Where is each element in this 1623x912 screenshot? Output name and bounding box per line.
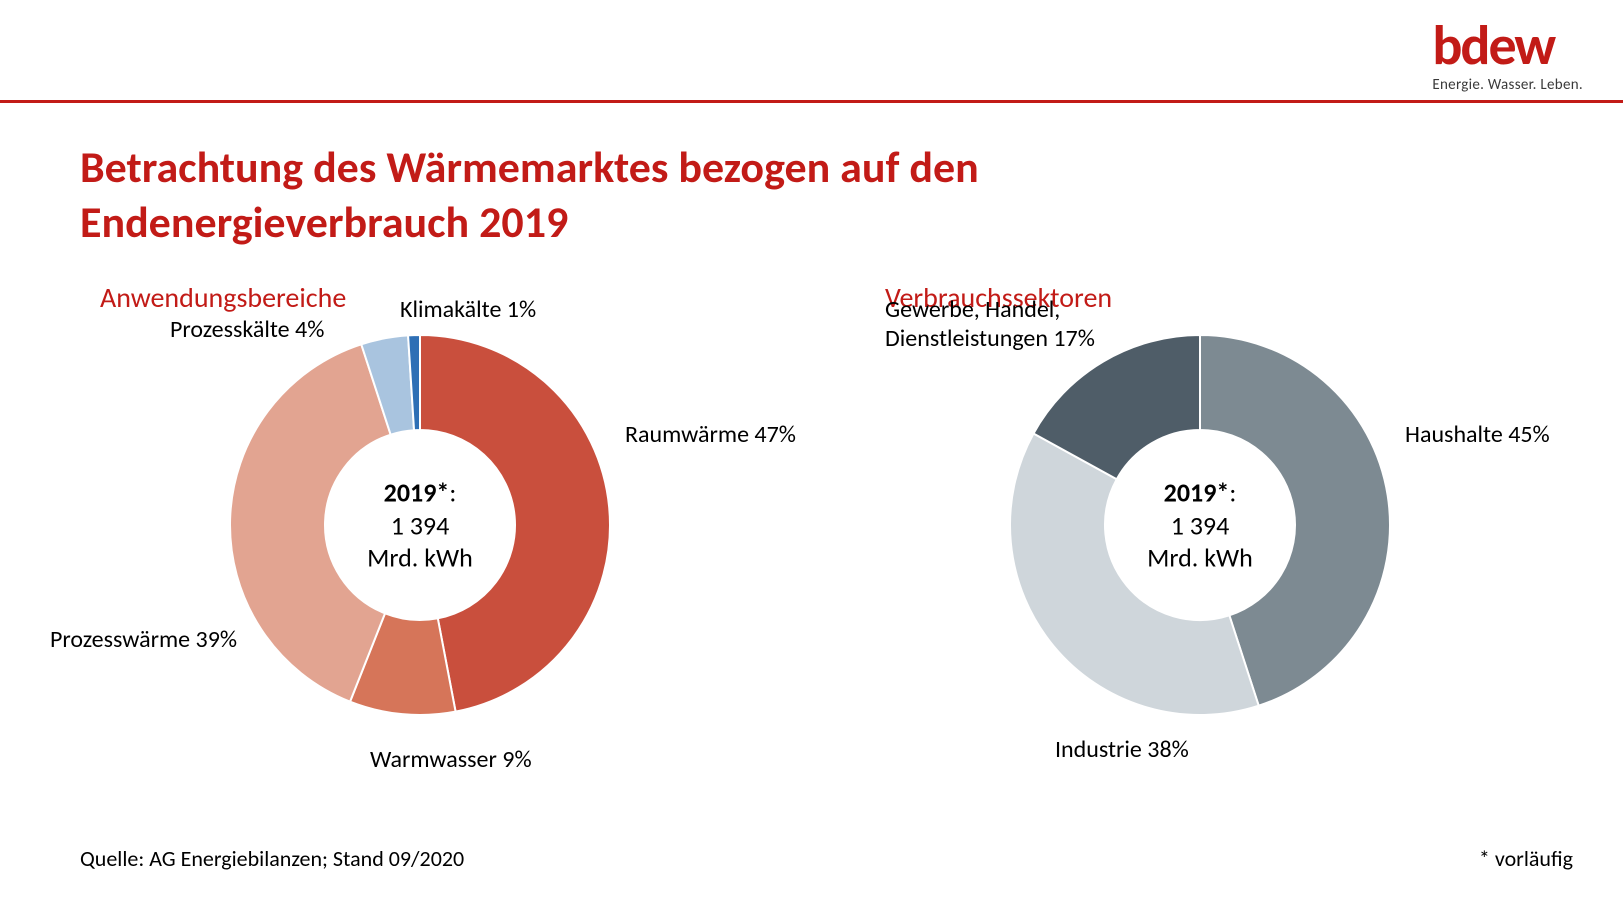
footer-source: Quelle: AG Energiebilanzen; Stand 09/202…	[80, 845, 464, 872]
chart-b: 2019*: 1 394 Mrd. kWh Haushalte 45% Indus…	[850, 305, 1550, 825]
center-sep: :	[449, 476, 456, 508]
header-divider	[0, 100, 1623, 103]
slide-title: Betrachtung des Wärmemarktes bezogen auf…	[80, 140, 1180, 250]
slice-label: Industrie 38%	[1055, 735, 1189, 764]
slide: bdew Energie. Wasser. Leben. Betrachtung…	[0, 0, 1623, 912]
slice-label: Warmwasser 9%	[370, 745, 532, 774]
slice-label: Klimakälte 1%	[400, 295, 536, 324]
slice-label: Prozesskälte 4%	[170, 315, 324, 344]
center-unit: Mrd. kWh	[1147, 541, 1253, 573]
chart-a: 2019*: 1 394 Mrd. kWh Raumwärme 47%Warmw…	[70, 305, 770, 825]
brand-logo: bdew Energie. Wasser. Leben.	[1432, 18, 1583, 94]
brand-name: bdew	[1432, 18, 1583, 74]
brand-tagline: Energie. Wasser. Leben.	[1432, 76, 1583, 94]
center-year: 2019*	[384, 476, 450, 508]
chart-b-center: 2019*: 1 394 Mrd. kWh	[1147, 476, 1253, 574]
center-unit: Mrd. kWh	[367, 541, 473, 573]
slice-label: Prozesswärme 39%	[50, 625, 237, 654]
chart-a-center: 2019*: 1 394 Mrd. kWh	[367, 476, 473, 574]
slice-label: Gewerbe, Handel,Dienstleistungen 17%	[885, 295, 1145, 353]
slice-label: Haushalte 45%	[1405, 420, 1550, 449]
center-sep: :	[1229, 476, 1236, 508]
footer-note: * vorläufig	[1479, 845, 1573, 872]
center-year: 2019*	[1164, 476, 1230, 508]
chart-b-donut: 2019*: 1 394 Mrd. kWh	[1010, 335, 1390, 715]
slice-label: Raumwärme 47%	[625, 420, 796, 449]
center-value: 1 394	[1171, 509, 1230, 541]
chart-a-donut: 2019*: 1 394 Mrd. kWh	[230, 335, 610, 715]
center-value: 1 394	[391, 509, 450, 541]
